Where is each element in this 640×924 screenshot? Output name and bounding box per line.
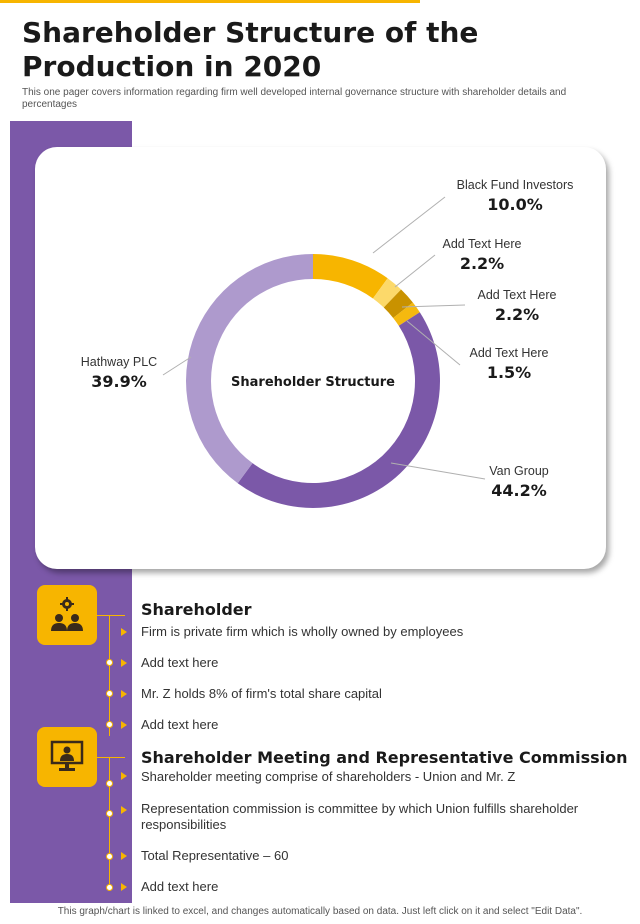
bullet-arrow [121, 883, 127, 891]
page-subtitle: This one pager covers information regard… [22, 87, 567, 110]
list-item: Add text here [141, 879, 219, 894]
slice-label: Black Fund Investors [457, 178, 574, 192]
leader-line [401, 304, 466, 308]
slice-label: Add Text Here [478, 288, 557, 302]
donut-slice [383, 289, 413, 318]
slice-label: Hathway PLC [81, 355, 157, 369]
timeline-dot [106, 884, 113, 891]
donut-chart: Black Fund Investors 10.0% Add Text Here 2.… [81, 178, 574, 508]
slice-label: Van Group [489, 464, 549, 478]
donut-slice [372, 278, 402, 308]
bullet-arrow [121, 659, 127, 667]
slice-value-label: 10.0% [487, 195, 543, 214]
timeline-dot [106, 659, 113, 666]
timeline-line-2 [109, 757, 110, 888]
list-item: Mr. Z holds 8% of firm's total share cap… [141, 686, 382, 701]
list-item: Firm is private firm which is wholly own… [141, 624, 464, 639]
page-title: Shareholder Structure of the Production … [22, 16, 479, 83]
bullet-arrow [121, 690, 127, 698]
donut-center-label: Shareholder Structure [231, 375, 395, 390]
donut-slice [313, 254, 388, 299]
timeline-dot [106, 810, 113, 817]
timeline-connector-1 [97, 615, 125, 616]
slice-label: Add Text Here [443, 237, 522, 251]
list-item: Shareholder meeting comprise of sharehol… [141, 769, 516, 784]
bullet-arrow [121, 628, 127, 636]
list-item: Representation commission is committee b… [141, 801, 579, 832]
list-item: Add text here [141, 655, 219, 670]
bullet-arrow [121, 852, 127, 860]
leader-line [390, 462, 486, 480]
list-item: Add text here [141, 717, 219, 732]
slice-value-label: 39.9% [91, 372, 147, 391]
bullet-arrow [121, 721, 127, 729]
list-item: Total Representative – 60 [141, 848, 289, 863]
timeline-dot [106, 853, 113, 860]
leader-line [372, 196, 446, 254]
leader-line [162, 356, 192, 376]
timeline-dot [106, 780, 113, 787]
section-heading-meeting: Shareholder Meeting and Representative C… [141, 748, 628, 767]
donut-slice [186, 254, 313, 484]
slice-value-label: 2.2% [460, 254, 504, 273]
slice-value-label: 44.2% [491, 481, 547, 500]
leader-line [394, 254, 436, 288]
donut-slice [393, 302, 420, 326]
leader-line [406, 320, 461, 366]
slice-label: Add Text Here [470, 346, 549, 360]
timeline-dot [106, 690, 113, 697]
chart-card: Black Fund Investors 10.0% Add Text Here 2.… [35, 147, 606, 569]
bullet-arrow [121, 772, 127, 780]
footer-note: This graph/chart is linked to excel, and… [57, 906, 583, 917]
presentation-monitor-icon [37, 727, 97, 787]
bullet-arrow [121, 806, 127, 814]
timeline-line-1 [109, 615, 110, 736]
timeline-connector-2 [97, 757, 125, 758]
top-accent-line [0, 0, 420, 3]
slice-value-label: 2.2% [495, 305, 539, 324]
slice-value-label: 1.5% [487, 363, 531, 382]
shareholders-gear-icon [37, 585, 97, 645]
section-heading-shareholder: Shareholder [141, 600, 252, 619]
donut-slice [237, 312, 440, 508]
timeline-dot [106, 721, 113, 728]
